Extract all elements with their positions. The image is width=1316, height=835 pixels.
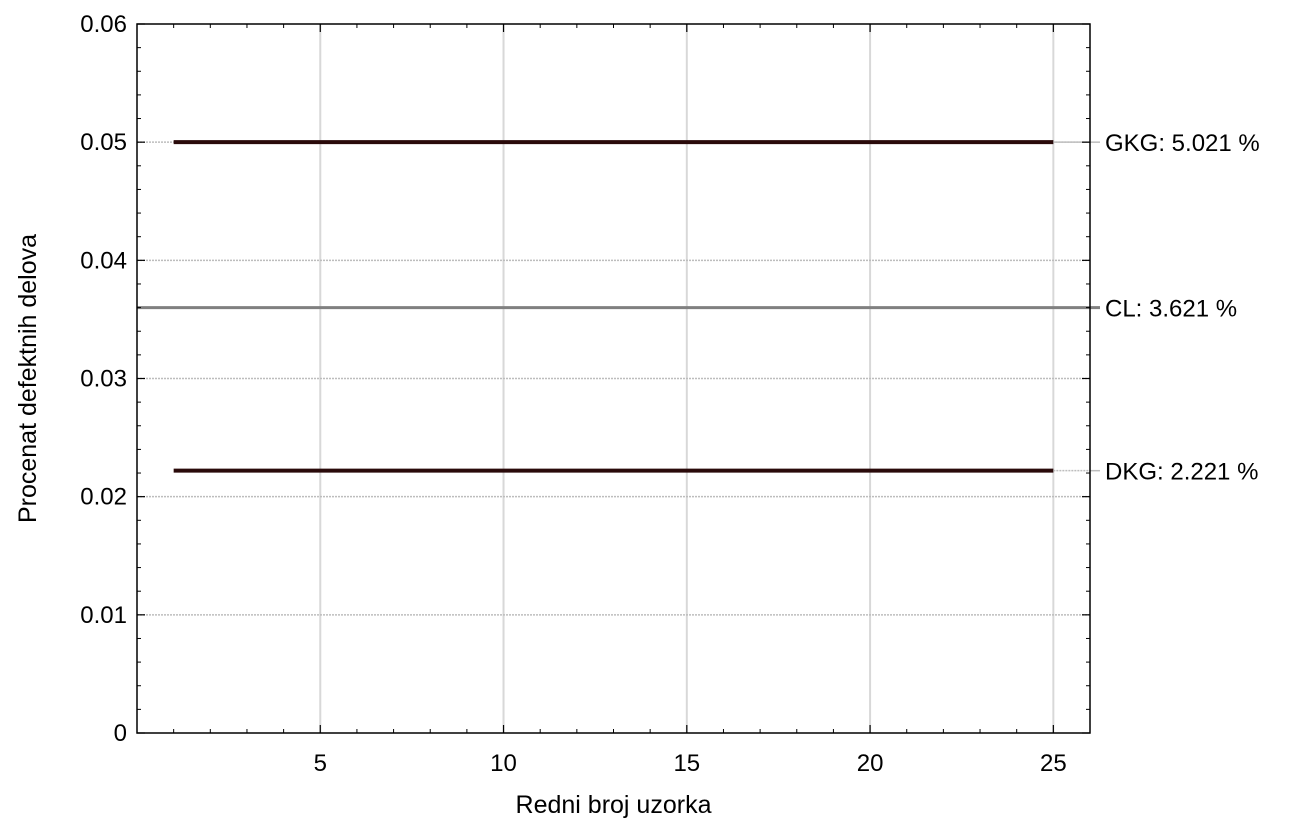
y-axis-title: Procenat defektnih delova	[14, 234, 42, 523]
dkg-limit-label: DKG: 2.221 %	[1105, 459, 1258, 486]
gkg-limit-label: GKG: 5.021 %	[1105, 130, 1260, 157]
limit-labels: GKG: 5.021 % CL: 3.621 % DKG: 2.221 %	[1105, 130, 1260, 486]
axis-ticks	[137, 23, 1090, 734]
x-tick-label: 10	[490, 750, 517, 777]
x-axis-title: Redni broj uzorka	[516, 791, 712, 819]
y-tick-label: 0.06	[80, 11, 127, 38]
y-tick-label: 0.04	[80, 247, 127, 274]
y-tick-label: 0.05	[80, 129, 127, 156]
y-tick-label: 0.02	[80, 484, 127, 511]
x-tick-label: 25	[1040, 750, 1067, 777]
x-tick-label: 15	[673, 750, 700, 777]
y-tick-label: 0.01	[80, 602, 127, 629]
x-tick-label: 20	[857, 750, 884, 777]
series-lines	[137, 140, 1100, 473]
y-tick-label: 0	[114, 720, 127, 747]
cl-limit-label: CL: 3.621 %	[1105, 296, 1237, 323]
tick-labels: 5 10 15 20 25 0 0.01 0.02 0.03 0.04 0.05 0.06	[80, 11, 1066, 777]
y-tick-label: 0.03	[80, 366, 127, 393]
x-tick-label: 5	[314, 750, 327, 777]
grid	[137, 24, 1090, 733]
